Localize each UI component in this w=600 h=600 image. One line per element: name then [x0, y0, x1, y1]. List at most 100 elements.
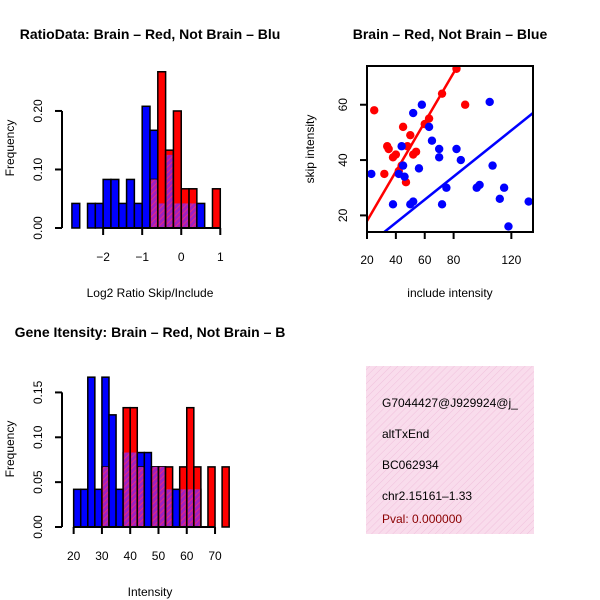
scatter-point-blue	[504, 222, 513, 231]
intensity-bar-blue	[87, 376, 96, 528]
scatter-point-blue	[499, 183, 509, 192]
scatter-y-tick-label: 60	[336, 98, 350, 112]
scatter-point-red	[437, 89, 447, 98]
info-event: altTxEnd	[382, 427, 429, 441]
ratio-x-tick-label: 0	[178, 250, 185, 264]
ratio-histogram: RatioData: Brain – Red, Not Brain – Blu …	[3, 26, 280, 300]
scatter-point-red	[460, 100, 470, 109]
intensity-x-tick-label: 30	[95, 549, 109, 563]
scatter-point-red	[380, 169, 389, 179]
ratio-bar-blue	[118, 202, 128, 229]
intensity-histogram-xlabel: Intensity	[128, 585, 173, 599]
scatter-x-tick-label: 60	[418, 253, 432, 267]
ratio-bar-overlap	[151, 179, 157, 227]
ratio-bar-overlap	[158, 203, 165, 227]
intensity-bar-blue	[143, 451, 153, 528]
ratio-bar-blue	[125, 178, 136, 229]
scatter-point-red	[391, 150, 401, 159]
ratio-histogram-xlabel: Log2 Ratio Skip/Include	[87, 286, 214, 300]
intensity-y-tick-label: 0.00	[31, 515, 45, 539]
intensity-bar-red	[207, 466, 216, 528]
scatter-x-tick-label: 80	[447, 253, 461, 267]
ratio-y-tick-label: 0.10	[31, 157, 45, 181]
ratio-x-tick-label: −2	[96, 250, 110, 264]
intensity-bar-blue	[79, 488, 89, 528]
scatter-point-blue	[398, 161, 408, 170]
intensity-bar-overlap	[159, 466, 165, 526]
ratio-bar-blue	[110, 178, 120, 229]
intensity-bar-overlap	[138, 466, 144, 526]
scatter-y-tick-label: 20	[336, 208, 350, 222]
scatter-x-tick-label: 40	[389, 253, 403, 267]
scatter-point-red	[452, 66, 461, 73]
scatter-point-blue	[495, 194, 504, 203]
scatter-point-blue	[417, 100, 427, 109]
intensity-bar-overlap	[124, 452, 130, 526]
intensity-x-tick-label: 50	[152, 549, 166, 563]
intensity-x-tick-label: 40	[124, 549, 138, 563]
intensity-histogram-axes: 20 30 40 50 60 70 0.00 0.05 0.10 0.15	[31, 380, 222, 563]
scatter-y-tick-label: 40	[336, 153, 350, 167]
scatter-point-red	[398, 122, 408, 132]
scatter-point-blue	[408, 108, 418, 118]
intensity-scatter-marks	[367, 66, 533, 232]
intensity-bar-blue	[115, 488, 124, 528]
info-pval: Pval: 0.000000	[382, 512, 462, 526]
intensity-y-tick-label: 0.15	[31, 380, 45, 404]
ratio-bar-blue	[133, 202, 143, 229]
intensity-histogram: Gene Itensity: Brain – Red, Not Brain – …	[3, 324, 285, 599]
info-panel-background	[366, 366, 534, 534]
intensity-histogram-ylabel: Frequency	[3, 421, 17, 478]
scatter-point-blue	[388, 200, 398, 209]
ratio-bar-blue	[71, 202, 81, 229]
scatter-point-blue	[414, 164, 424, 173]
intensity-x-tick-label: 70	[208, 549, 222, 563]
ratio-histogram-title: RatioData: Brain – Red, Not Brain – Blu	[20, 26, 281, 42]
intensity-bar-blue	[94, 488, 103, 528]
scatter-point-blue	[367, 169, 376, 179]
ratio-bar-blue	[86, 202, 97, 229]
intensity-x-tick-label: 20	[67, 549, 81, 563]
intensity-bar-overlap	[166, 489, 172, 526]
scatter-point-blue	[427, 136, 437, 145]
scatter-point-red	[370, 106, 379, 115]
scatter-fit-line-red	[367, 66, 460, 222]
intensity-bar-overlap	[194, 489, 200, 526]
intensity-bar-red	[221, 466, 230, 528]
intensity-scatter-frame	[366, 65, 534, 233]
scatter-x-tick-label: 20	[360, 253, 374, 267]
scatter-point-blue	[485, 97, 494, 107]
scatter-point-blue	[452, 144, 461, 154]
ratio-bar-blue	[196, 202, 206, 229]
intensity-bar-blue	[72, 488, 82, 528]
scatter-point-blue	[456, 155, 466, 165]
scatter-point-red	[403, 142, 412, 151]
scatter-point-red	[411, 147, 421, 156]
scatter-point-red	[424, 114, 434, 123]
intensity-scatter-xlabel: include intensity	[407, 286, 492, 300]
scatter-point-blue	[434, 153, 444, 162]
info-id-line: G7044427@J929924@j_	[382, 396, 518, 410]
intensity-bar-overlap	[187, 489, 193, 526]
intensity-y-tick-label: 0.10	[31, 425, 45, 449]
info-panel: G7044427@J929924@j_ altTxEnd BC062934 ch…	[366, 366, 534, 534]
intensity-y-tick-label: 0.05	[31, 470, 45, 494]
ratio-bar-blue	[141, 105, 151, 229]
ratio-x-tick-label: 1	[217, 250, 224, 264]
ratio-y-tick-label: 0.00	[31, 216, 45, 240]
intensity-histogram-bars	[72, 376, 230, 528]
intensity-bar-blue	[108, 414, 117, 528]
intensity-scatter-title: Brain – Red, Not Brain – Blue	[353, 26, 548, 42]
ratio-y-tick-label: 0.20	[31, 99, 45, 123]
scatter-fit-line-blue	[383, 112, 533, 232]
scatter-point-red	[384, 144, 393, 154]
intensity-bar-overlap	[102, 466, 108, 526]
scatter-point-blue	[524, 197, 533, 206]
scatter-point-blue	[437, 200, 447, 209]
ratio-bar-overlap	[174, 203, 181, 227]
scatter-x-tick-label: 120	[501, 253, 521, 267]
scatter-point-blue	[424, 122, 434, 132]
ratio-bar-blue	[102, 178, 112, 229]
ratio-bar-blue	[94, 202, 104, 229]
